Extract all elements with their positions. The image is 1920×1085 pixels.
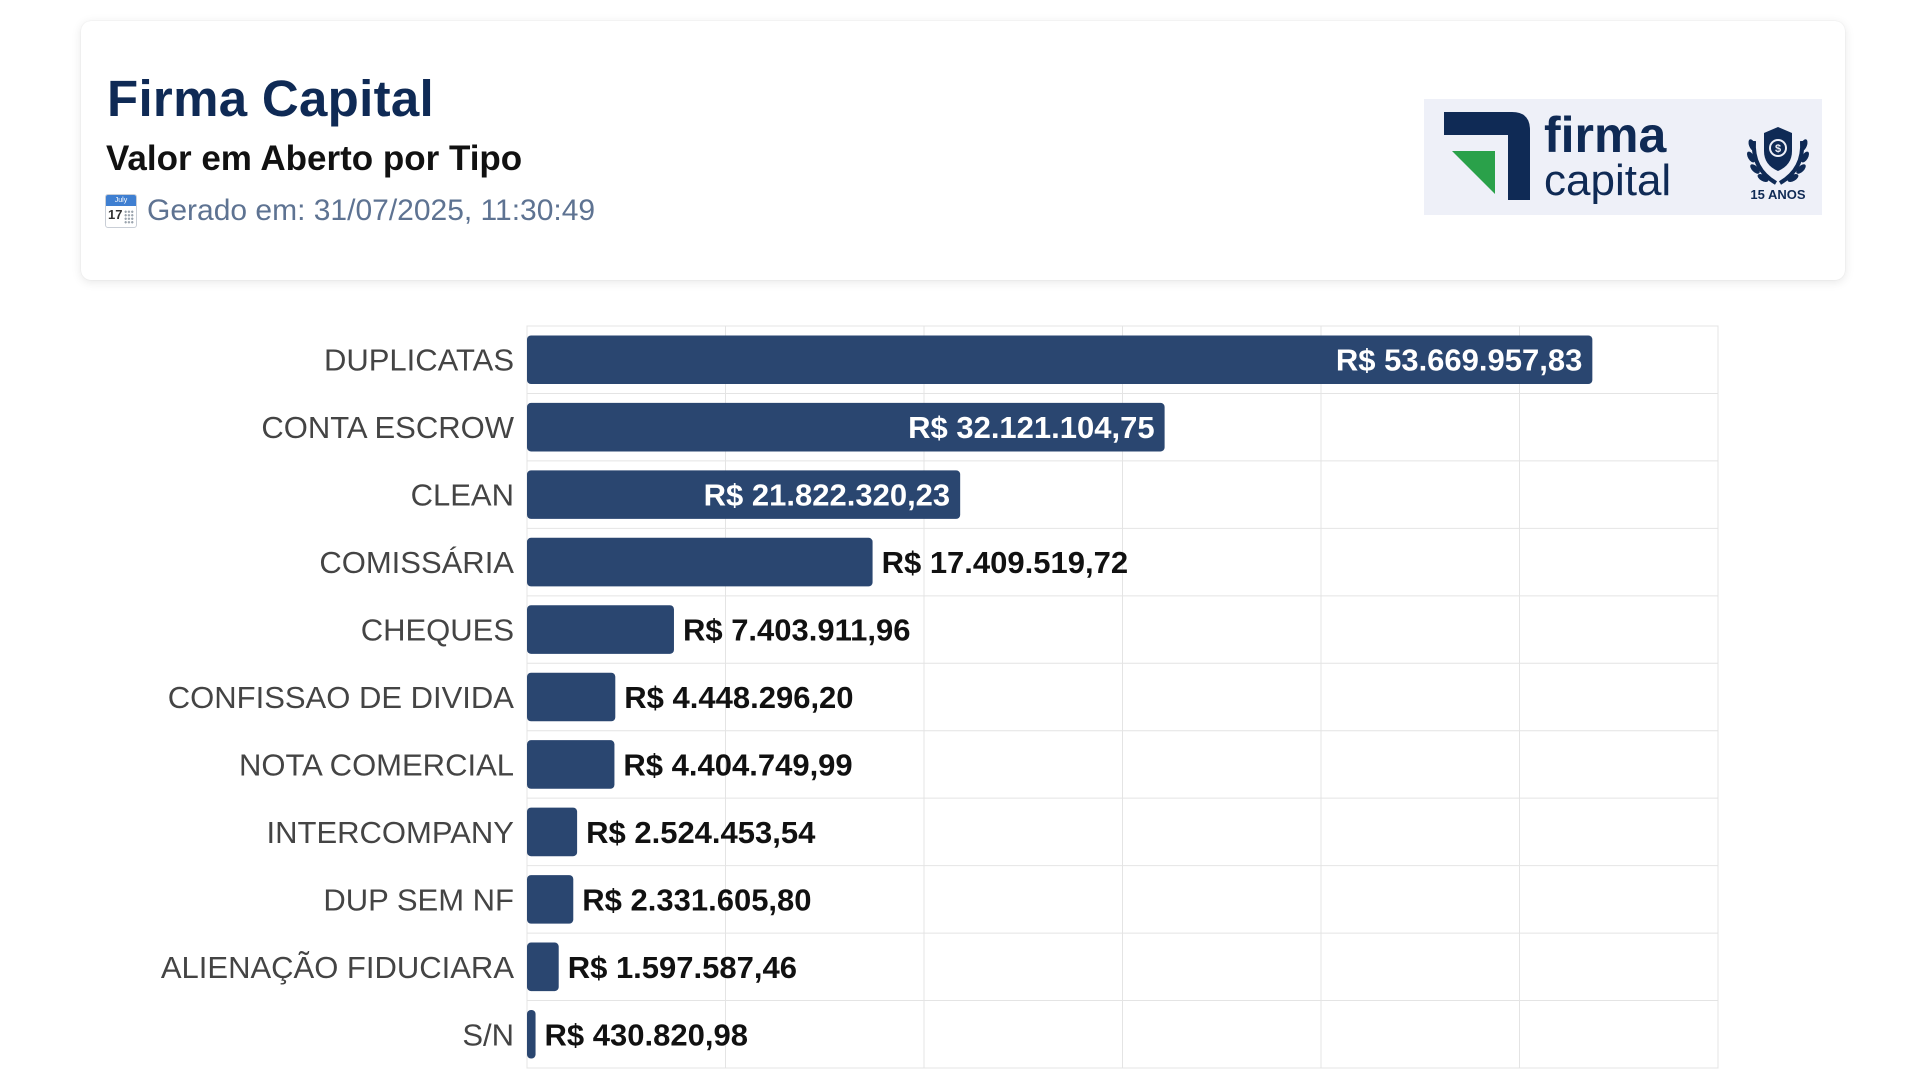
category-label: NOTA COMERCIAL xyxy=(239,747,514,782)
report-title: Valor em Aberto por Tipo xyxy=(106,139,523,178)
bar xyxy=(527,672,616,722)
generated-label: Gerado em: 31/07/2025, 11:30:49 xyxy=(147,194,596,227)
company-name: Firma Capital xyxy=(107,70,434,127)
value-label: R$ 17.409.519,72 xyxy=(882,545,1129,580)
bar xyxy=(527,402,1165,452)
value-label: R$ 2.331.605,80 xyxy=(582,882,811,917)
svg-text:$: $ xyxy=(1775,143,1781,155)
logo-word-capital: capital xyxy=(1544,156,1671,205)
bar xyxy=(527,807,578,857)
value-label: R$ 7.403.911,96 xyxy=(683,613,911,648)
generated-timestamp: July 17 Gerado em: 31/07/2025, 11:30:49 xyxy=(105,194,595,228)
category-label: CONTA ESCROW xyxy=(261,410,514,445)
category-label: CLEAN xyxy=(411,478,514,513)
category-label: DUPLICATAS xyxy=(324,343,514,378)
logo-mark-navy xyxy=(1444,112,1530,200)
anniversary-badge-icon: $ 15 ANOS xyxy=(1747,127,1809,202)
bar xyxy=(527,1009,536,1059)
firma-capital-logo: firma capital $ xyxy=(1424,99,1822,215)
value-label: R$ 2.524.453,54 xyxy=(586,815,816,850)
bar xyxy=(527,537,873,587)
calendar-icon-month: July xyxy=(106,195,136,206)
category-label: INTERCOMPANY xyxy=(267,815,514,850)
category-label: S/N xyxy=(462,1017,514,1052)
category-label: COMISSÁRIA xyxy=(319,545,514,580)
value-label: R$ 32.121.104,75 xyxy=(908,410,1155,445)
category-label: CHEQUES xyxy=(361,613,514,648)
category-label: ALIENAÇÃO FIDUCIARA xyxy=(161,950,514,985)
value-label: R$ 4.448.296,20 xyxy=(624,680,853,715)
value-label: R$ 430.820,98 xyxy=(545,1017,748,1052)
logo-mark-green xyxy=(1452,151,1495,194)
value-label: R$ 4.404.749,99 xyxy=(623,747,852,782)
header-card: Firma Capital Valor em Aberto por Tipo J… xyxy=(81,21,1845,280)
category-label: CONFISSAO DE DIVIDA xyxy=(168,680,515,715)
logo-word-firma: firma xyxy=(1544,107,1667,163)
value-label: R$ 1.597.587,46 xyxy=(568,950,797,985)
bar xyxy=(527,335,1593,385)
value-label: R$ 53.669.957,83 xyxy=(1336,343,1583,378)
bar xyxy=(527,470,961,519)
bar xyxy=(527,875,574,924)
calendar-icon-day: 17 xyxy=(108,207,123,222)
calendar-icon: July 17 xyxy=(105,194,137,228)
value-label: R$ 21.822.320,23 xyxy=(704,478,951,513)
bar xyxy=(527,605,674,654)
category-label: DUP SEM NF xyxy=(323,882,514,917)
badge-text: 15 ANOS xyxy=(1750,187,1805,202)
logo-graphic: firma capital $ xyxy=(1444,107,1809,205)
bar xyxy=(527,740,615,789)
bar xyxy=(527,942,559,992)
